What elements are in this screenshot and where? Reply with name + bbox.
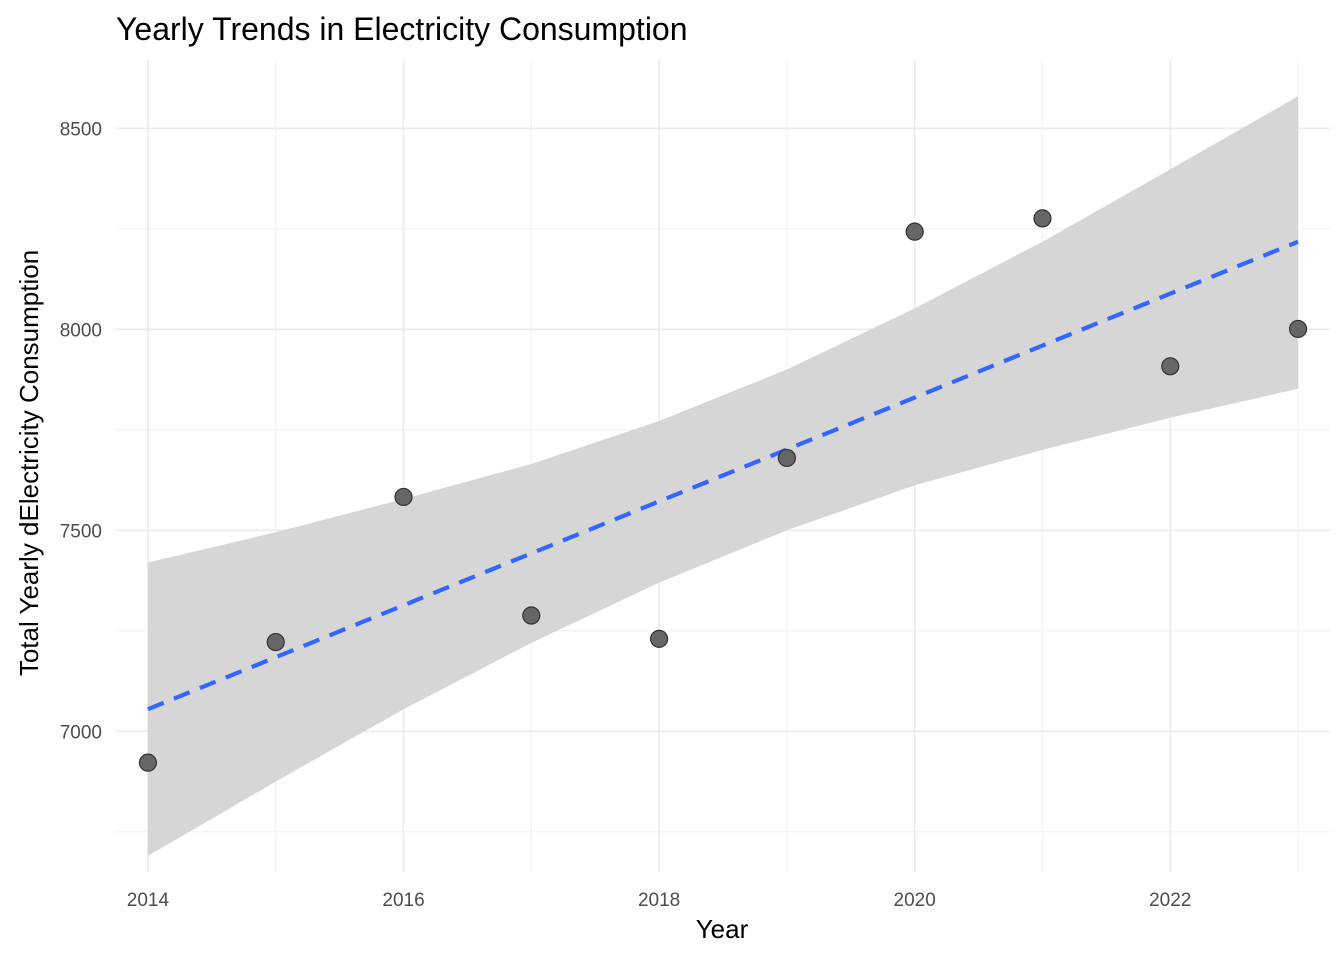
x-tick-label: 2014	[127, 890, 170, 911]
y-tick-label: 8000	[60, 320, 102, 341]
y-axis-ticks: 7000 7500 8000 8500	[60, 119, 102, 743]
data-point	[777, 448, 796, 468]
y-axis-title: Total Yearly dElectricity Consumption	[14, 250, 44, 676]
chart-title: Yearly Trends in Electricity Consumption	[116, 11, 688, 47]
x-tick-label: 2022	[1149, 890, 1191, 911]
data-point	[266, 632, 285, 652]
data-point	[905, 222, 924, 241]
data-point	[650, 629, 669, 648]
x-tick-label: 2018	[638, 890, 680, 911]
data-point	[522, 606, 541, 625]
x-tick-label: 2020	[894, 890, 936, 911]
trend-line	[147, 239, 1299, 712]
y-tick-label: 7000	[60, 722, 102, 743]
points-layer	[138, 209, 1308, 772]
y-tick-label: 8500	[60, 119, 102, 140]
trend-line-layer	[147, 239, 1299, 712]
y-tick-label: 7500	[60, 521, 102, 542]
data-point	[1033, 209, 1052, 228]
data-point	[1288, 319, 1308, 339]
data-point	[1161, 357, 1180, 376]
x-tick-label: 2016	[382, 890, 424, 911]
x-axis-ticks: 2014 2016 2018 2020 2022	[127, 890, 1192, 911]
data-point	[138, 753, 158, 772]
x-axis-title: Year	[696, 914, 749, 944]
data-point	[394, 487, 413, 507]
